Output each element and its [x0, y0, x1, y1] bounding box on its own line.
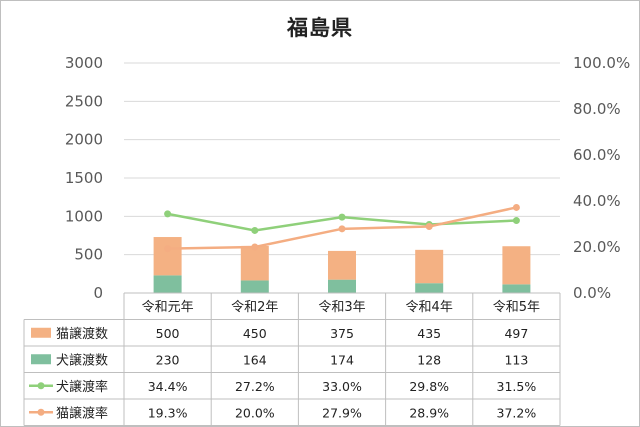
table-cell: 29.8%	[409, 379, 449, 394]
bar-dog	[415, 283, 444, 293]
table-cell: 20.0%	[235, 405, 275, 420]
legend-key-marker	[37, 382, 45, 390]
table-row-label: 犬譲渡数	[56, 352, 108, 368]
bar-cat	[153, 237, 182, 276]
point-cat-rate	[338, 225, 346, 233]
legend-key-dog-count	[31, 354, 51, 365]
category-label: 令和2年	[231, 300, 278, 315]
point-dog-rate	[251, 226, 259, 234]
left-axis-tick-label: 1500	[65, 169, 103, 187]
table-cell: 230	[156, 352, 180, 367]
point-cat-rate	[251, 243, 259, 251]
table-cell: 164	[243, 352, 267, 367]
point-dog-rate	[164, 210, 172, 218]
right-axis-tick-label: 100.0%	[573, 54, 630, 72]
bar-dog	[240, 280, 269, 293]
table-cell: 128	[417, 352, 441, 367]
bar-cat	[328, 250, 356, 280]
table-cell: 28.9%	[409, 405, 449, 420]
bar-cat	[415, 249, 444, 284]
bar-cat	[240, 245, 269, 281]
right-axis-tick-label: 80.0%	[573, 100, 621, 118]
table-cell: 31.5%	[497, 379, 537, 394]
table-cell: 34.4%	[148, 379, 188, 394]
table-cell: 37.2%	[497, 405, 537, 420]
chart-title: 福島県	[287, 16, 353, 40]
legend-key-marker	[37, 408, 45, 416]
left-axis-tick-label: 2000	[65, 131, 103, 149]
category-label: 令和3年	[318, 300, 365, 315]
table-row-label: 犬譲渡率	[56, 379, 108, 395]
table-cell: 174	[330, 352, 354, 367]
table-cell: 19.3%	[148, 405, 188, 420]
left-axis-tick-label: 500	[74, 246, 103, 264]
table-row-label: 猫譲渡率	[56, 405, 108, 421]
left-axis-tick-label: 1000	[65, 207, 103, 225]
left-axis-tick-label: 2500	[65, 92, 103, 110]
point-cat-rate	[512, 203, 520, 211]
table-cell: 375	[330, 326, 354, 341]
table-cell: 27.2%	[235, 379, 275, 394]
table-cell: 500	[156, 326, 180, 341]
right-axis-tick-label: 0.0%	[573, 284, 611, 302]
point-cat-rate	[425, 223, 433, 231]
point-cat-rate	[164, 245, 172, 253]
left-axis-tick-label: 3000	[65, 54, 103, 72]
table-cell: 435	[417, 326, 441, 341]
table-cell: 27.9%	[322, 405, 362, 420]
category-label: 令和4年	[406, 300, 453, 315]
right-axis-tick-label: 60.0%	[573, 146, 621, 164]
table-row-label: 猫譲渡数	[56, 326, 108, 342]
legend-key-cat-count	[31, 327, 51, 338]
right-axis-tick-label: 40.0%	[573, 192, 621, 210]
bar-cat	[502, 246, 531, 285]
category-label: 令和元年	[142, 300, 194, 315]
table-cell: 33.0%	[322, 379, 362, 394]
table-cell: 497	[504, 326, 528, 341]
point-dog-rate	[512, 217, 520, 225]
bar-dog	[502, 284, 531, 293]
bar-dog	[328, 279, 356, 293]
right-axis-tick-label: 20.0%	[573, 238, 621, 256]
bar-dog	[153, 275, 182, 293]
table-cell: 450	[243, 326, 267, 341]
point-dog-rate	[338, 213, 346, 221]
table-cell: 113	[504, 352, 528, 367]
left-axis-tick-label: 0	[93, 284, 103, 302]
category-label: 令和5年	[493, 300, 540, 315]
